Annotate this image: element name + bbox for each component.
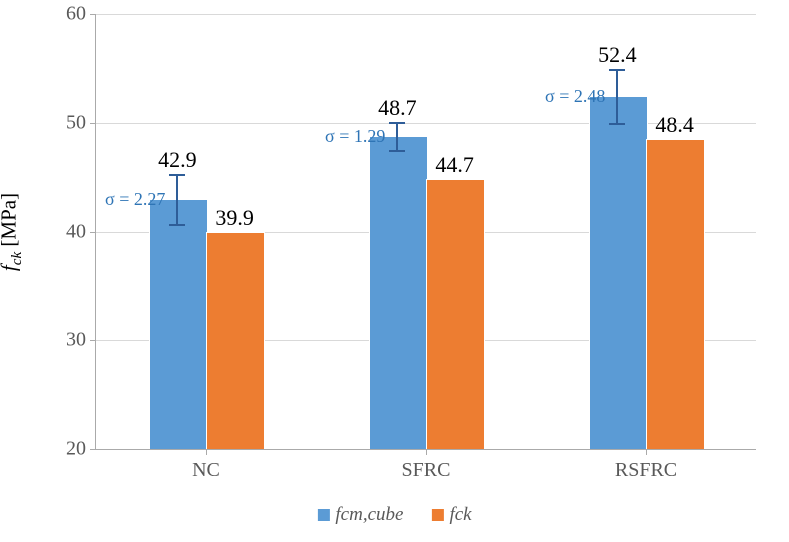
legend: fcm,cube fck <box>317 504 471 526</box>
x-tick-mark <box>206 449 207 455</box>
bar-value-label: 44.7 <box>435 152 474 178</box>
error-bar-cap <box>389 150 405 152</box>
legend-item: fcm,cube <box>317 504 403 526</box>
error-bar-cap <box>389 122 405 124</box>
sigma-label: σ = 2.27 <box>105 189 165 210</box>
bar <box>206 232 265 449</box>
bar-chart: 2030405060NC42.9σ = 2.2739.9SFRC48.7σ = … <box>0 0 789 542</box>
bar-value-label: 39.9 <box>215 205 254 231</box>
error-bar-cap <box>609 69 625 71</box>
sigma-label: σ = 1.29 <box>325 126 385 147</box>
bar-value-label: 52.4 <box>598 42 637 68</box>
legend-item: fck <box>431 504 471 526</box>
error-bar-cap <box>609 123 625 125</box>
bar <box>646 139 705 449</box>
x-tick-mark <box>646 449 647 455</box>
legend-label: fck <box>449 504 471 526</box>
x-tick-mark <box>426 449 427 455</box>
plot-area: 2030405060NC42.9σ = 2.2739.9SFRC48.7σ = … <box>95 14 756 450</box>
error-bar <box>616 70 618 124</box>
sigma-label: σ = 2.48 <box>545 86 605 107</box>
y-tick-mark <box>90 340 96 341</box>
y-tick-mark <box>90 123 96 124</box>
bar-value-label: 42.9 <box>158 147 197 173</box>
y-tick-mark <box>90 14 96 15</box>
bar-value-label: 48.7 <box>378 95 417 121</box>
legend-swatch <box>317 509 329 521</box>
legend-label: fcm,cube <box>335 504 403 526</box>
y-axis-title: fcm [MPa]fck [MPa] <box>0 190 26 272</box>
error-bar-cap <box>169 174 185 176</box>
y-tick-mark <box>90 449 96 450</box>
bar <box>369 136 428 449</box>
y-tick-mark <box>90 232 96 233</box>
error-bar-cap <box>169 224 185 226</box>
error-bar <box>396 123 398 151</box>
bar <box>589 96 648 449</box>
bar-value-label: 48.4 <box>655 112 694 138</box>
gridline <box>96 14 756 15</box>
bar <box>149 199 208 449</box>
bar <box>426 179 485 449</box>
legend-swatch <box>431 509 443 521</box>
error-bar <box>176 175 178 224</box>
